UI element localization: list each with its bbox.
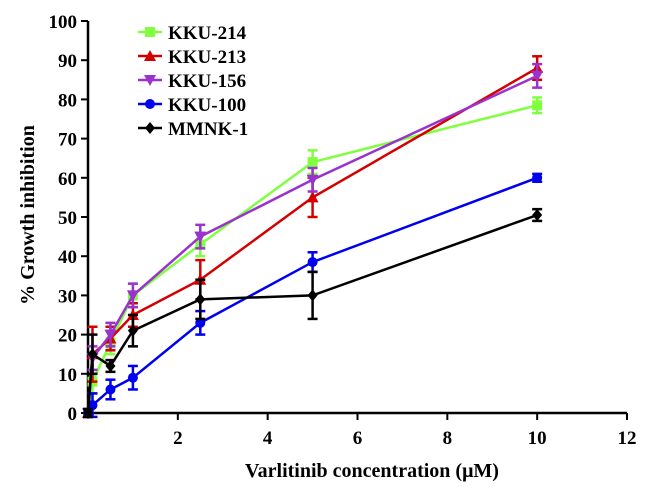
data-point bbox=[83, 407, 93, 419]
legend-entry-kku-214: KKU-214 bbox=[138, 23, 247, 44]
data-point bbox=[126, 290, 139, 302]
legend-entry-kku-213: KKU-213 bbox=[138, 47, 246, 68]
y-axis-label: % Growth inhibition bbox=[17, 125, 39, 305]
legend-marker bbox=[144, 50, 156, 61]
data-point bbox=[531, 70, 544, 82]
x-tick-label: 10 bbox=[528, 428, 547, 449]
y-tick-label: 10 bbox=[58, 365, 77, 386]
x-tick-label: 6 bbox=[353, 428, 363, 449]
legend-label: MMNK-1 bbox=[168, 119, 248, 140]
data-point bbox=[532, 209, 543, 222]
legend-entry-mmnk-1: MMNK-1 bbox=[138, 119, 248, 140]
x-tick-label: 2 bbox=[173, 428, 183, 449]
plot-area bbox=[82, 55, 544, 419]
data-point bbox=[307, 157, 318, 168]
y-tick-label: 70 bbox=[58, 130, 77, 151]
legend: KKU-214 KKU-213 KKU-156 KKU-100 MMNK-1 bbox=[138, 23, 248, 140]
legend-label: KKU-213 bbox=[168, 47, 246, 68]
axes: 0 10 20 30 40 50 60 70 80 90 100 2 4 6 8 10 12 bbox=[49, 12, 637, 449]
data-point bbox=[127, 324, 138, 337]
x-tick-label: 8 bbox=[443, 428, 453, 449]
data-point bbox=[127, 372, 138, 383]
data-point bbox=[104, 329, 117, 341]
legend-entry-kku-156: KKU-156 bbox=[138, 71, 246, 92]
y-tick-label: 30 bbox=[58, 286, 77, 307]
y-tick-label: 0 bbox=[68, 404, 78, 425]
y-tick-label: 80 bbox=[58, 90, 77, 111]
data-point bbox=[195, 317, 206, 328]
data-point bbox=[195, 293, 206, 306]
data-point bbox=[306, 191, 319, 203]
x-tick-label: 12 bbox=[618, 428, 637, 449]
legend-marker bbox=[145, 99, 155, 109]
data-point bbox=[87, 348, 98, 361]
series-line bbox=[86, 66, 538, 414]
data-point bbox=[307, 289, 318, 302]
legend-marker bbox=[145, 122, 155, 134]
data-point bbox=[306, 174, 319, 186]
data-point bbox=[105, 359, 116, 372]
series-kku-156 bbox=[82, 62, 544, 419]
data-point bbox=[194, 231, 207, 243]
data-point bbox=[532, 172, 543, 183]
y-tick-label: 20 bbox=[58, 326, 77, 347]
data-point bbox=[307, 257, 318, 268]
legend-label: KKU-156 bbox=[168, 71, 246, 92]
data-point bbox=[532, 100, 543, 111]
legend-entry-kku-100: KKU-100 bbox=[138, 95, 246, 116]
series-mmnk-1 bbox=[83, 207, 543, 419]
legend-marker bbox=[145, 27, 155, 37]
x-axis-label: Varlitinib concentration (μM) bbox=[245, 460, 499, 482]
y-tick-label: 60 bbox=[58, 169, 77, 190]
y-tick-label: 50 bbox=[58, 208, 77, 229]
legend-label: KKU-214 bbox=[168, 23, 247, 44]
y-tick-label: 40 bbox=[58, 247, 77, 268]
data-point bbox=[105, 384, 116, 395]
legend-marker bbox=[144, 75, 156, 86]
legend-label: KKU-100 bbox=[168, 95, 246, 116]
y-tick-label: 90 bbox=[58, 51, 77, 72]
y-tick-label: 100 bbox=[49, 12, 78, 33]
series-line bbox=[86, 74, 538, 414]
x-tick-label: 4 bbox=[263, 428, 273, 449]
